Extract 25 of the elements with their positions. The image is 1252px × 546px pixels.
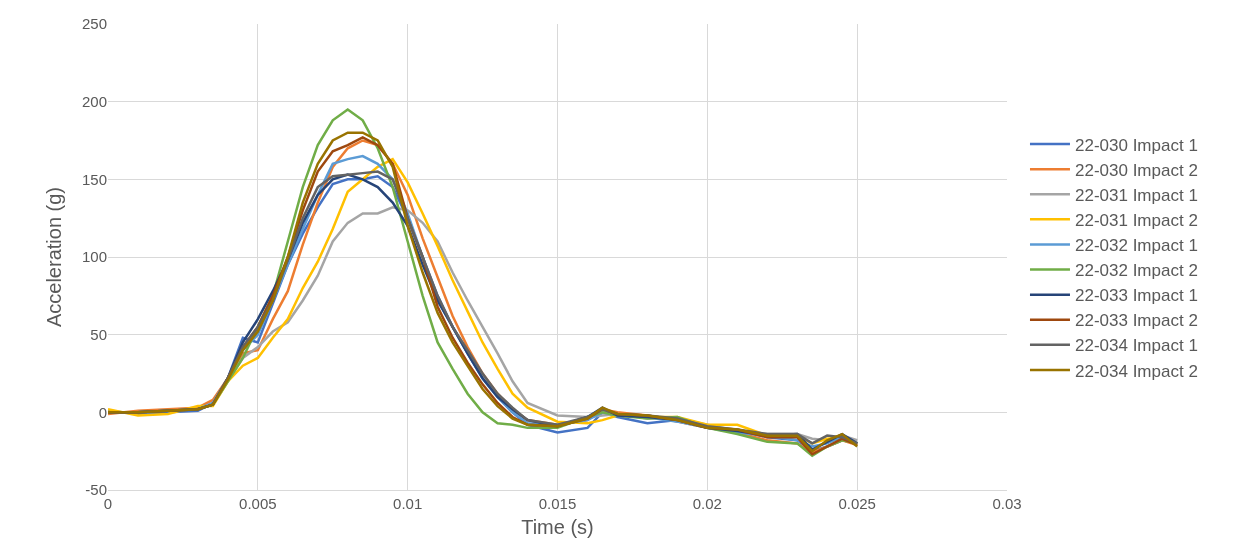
x-tick-label: 0.025: [838, 495, 876, 512]
x-tick-label: 0.005: [239, 495, 277, 512]
legend-label: 22-033 Impact 1: [1074, 286, 1198, 306]
legend-label: 22-030 Impact 1: [1074, 135, 1198, 155]
y-tick-label: 100: [81, 248, 107, 266]
y-tick-label: 0: [98, 403, 107, 421]
legend-label: 22-034 Impact 2: [1074, 361, 1198, 381]
y-tick-label: -50: [85, 481, 107, 499]
y-tick-label: 250: [81, 15, 107, 33]
legend-label: 22-030 Impact 2: [1074, 160, 1198, 180]
x-tick-label: 0.02: [692, 495, 722, 512]
y-tick-label: 150: [81, 170, 107, 188]
x-tick-label: 0.03: [992, 495, 1022, 512]
legend-label: 22-031 Impact 2: [1074, 210, 1198, 230]
y-axis-title: Acceleration (g): [43, 186, 66, 328]
y-tick-label: 200: [81, 92, 107, 110]
legend-label: 22-032 Impact 1: [1074, 236, 1198, 256]
x-tick-label: 0.015: [538, 495, 577, 512]
legend-label: 22-032 Impact 2: [1074, 261, 1198, 281]
legend-label: 22-034 Impact 1: [1074, 336, 1198, 356]
x-tick-label: 0.01: [393, 495, 423, 512]
x-axis-title: Time (s): [521, 515, 594, 538]
y-tick-label: 50: [90, 325, 107, 343]
legend-label: 22-031 Impact 1: [1074, 185, 1198, 205]
legend-label: 22-033 Impact 2: [1074, 311, 1198, 331]
